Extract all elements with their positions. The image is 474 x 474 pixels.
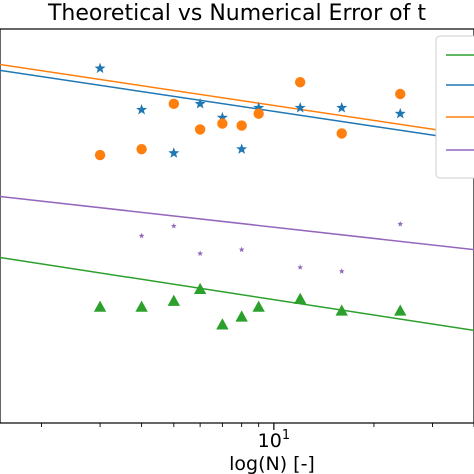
data-point	[336, 102, 348, 113]
data-point	[217, 118, 228, 129]
plot-area	[0, 28, 474, 430]
data-point	[297, 264, 304, 270]
legend	[435, 35, 474, 179]
data-point	[394, 304, 407, 316]
data-point	[293, 292, 307, 304]
series-fit-line	[0, 195, 474, 251]
data-markers	[93, 62, 407, 330]
data-point	[294, 102, 306, 113]
data-point	[397, 221, 404, 227]
fit-lines	[0, 63, 474, 332]
series-fit-line	[0, 63, 474, 137]
x-axis-label: log(N) [-]	[229, 453, 315, 474]
x-tick-label: 101	[258, 428, 290, 452]
data-point	[193, 282, 207, 294]
data-point	[197, 250, 203, 257]
data-point	[167, 294, 181, 306]
data-point	[136, 143, 147, 155]
data-point	[94, 149, 106, 161]
data-point	[170, 223, 177, 229]
data-point	[253, 108, 264, 119]
data-point	[216, 111, 228, 123]
data-point	[294, 76, 306, 88]
data-point	[194, 98, 206, 109]
data-point	[136, 103, 148, 115]
data-point	[194, 124, 206, 135]
data-point	[336, 128, 347, 139]
data-point	[335, 304, 348, 316]
x-tick-labels: 101	[258, 428, 290, 452]
data-point	[93, 300, 107, 312]
data-point	[135, 300, 148, 312]
data-point	[94, 62, 106, 74]
series-fit-line	[0, 256, 474, 332]
data-point	[253, 102, 265, 113]
legend-box	[435, 35, 474, 179]
data-point	[338, 268, 345, 274]
plot-frame	[0, 28, 474, 424]
data-point	[252, 300, 265, 312]
data-point	[395, 88, 406, 100]
series-fit-line	[0, 69, 474, 143]
data-point	[236, 143, 248, 154]
data-point	[238, 246, 245, 253]
chart-title: Theoretical vs Numerical Error of t	[47, 1, 426, 26]
data-point	[235, 310, 248, 322]
data-point	[168, 147, 180, 158]
data-point	[216, 318, 229, 330]
x-axis-ticks	[41, 423, 474, 430]
data-point	[394, 107, 406, 119]
data-point	[168, 98, 180, 110]
data-point	[138, 232, 145, 239]
data-point	[236, 120, 247, 131]
